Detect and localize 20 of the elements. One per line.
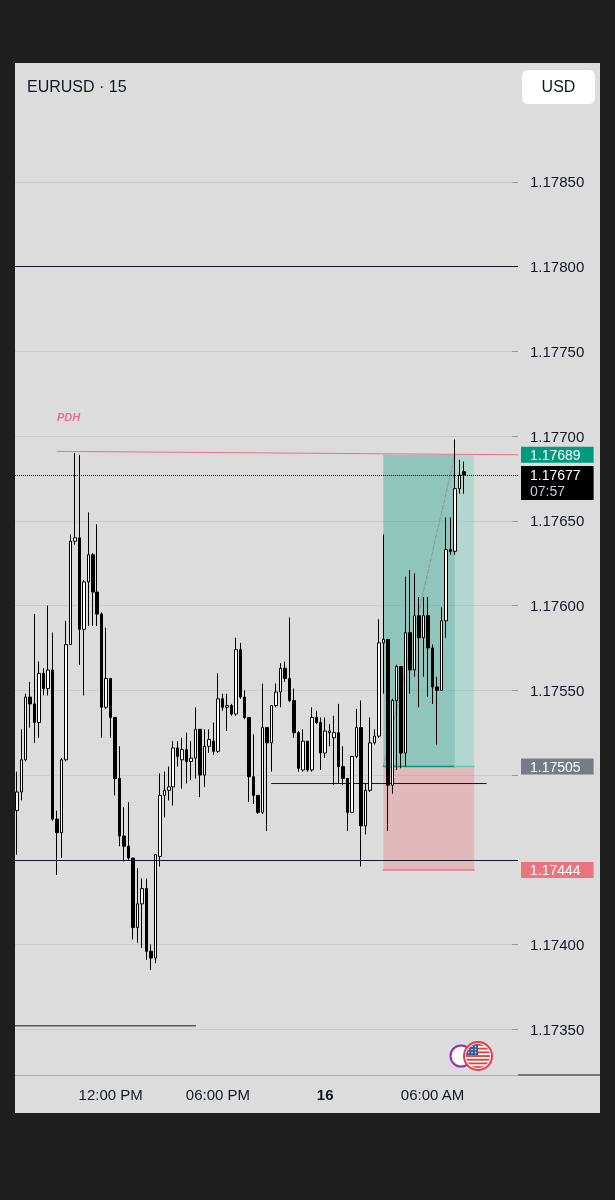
- y-tick-label: 1.17689: [530, 446, 581, 463]
- x-tick-label: 16: [316, 1086, 334, 1103]
- y-tick-label: 1.17750: [530, 342, 585, 360]
- ref-line-label: 1.17677 07:57: [530, 467, 581, 500]
- x-tick-label: 06:00 AM: [400, 1086, 465, 1103]
- text: EURUSD · 15: [27, 77, 127, 95]
- y-tick-label: 1.17350: [530, 1020, 585, 1038]
- x-tick-label: 06:00 PM: [185, 1086, 251, 1103]
- y-tick-label: 1.17850: [530, 173, 585, 191]
- text: PDH: [57, 410, 82, 423]
- y-tick-label: 1.17600: [530, 597, 585, 615]
- y-tick-label: 1.17550: [530, 681, 585, 699]
- x-tick-label: 12:00 PM: [78, 1086, 143, 1103]
- y-tick-label: 1.17700: [530, 427, 585, 445]
- y-tick-label: 1.17400: [530, 936, 585, 954]
- y-axis-title: USD: [522, 70, 595, 104]
- y-tick-label: 1.17800: [530, 258, 585, 276]
- y-tick-label: 1.17444: [530, 861, 581, 878]
- y-tick-label: 1.17650: [530, 512, 585, 530]
- y-tick-label: 1.17505: [530, 758, 581, 775]
